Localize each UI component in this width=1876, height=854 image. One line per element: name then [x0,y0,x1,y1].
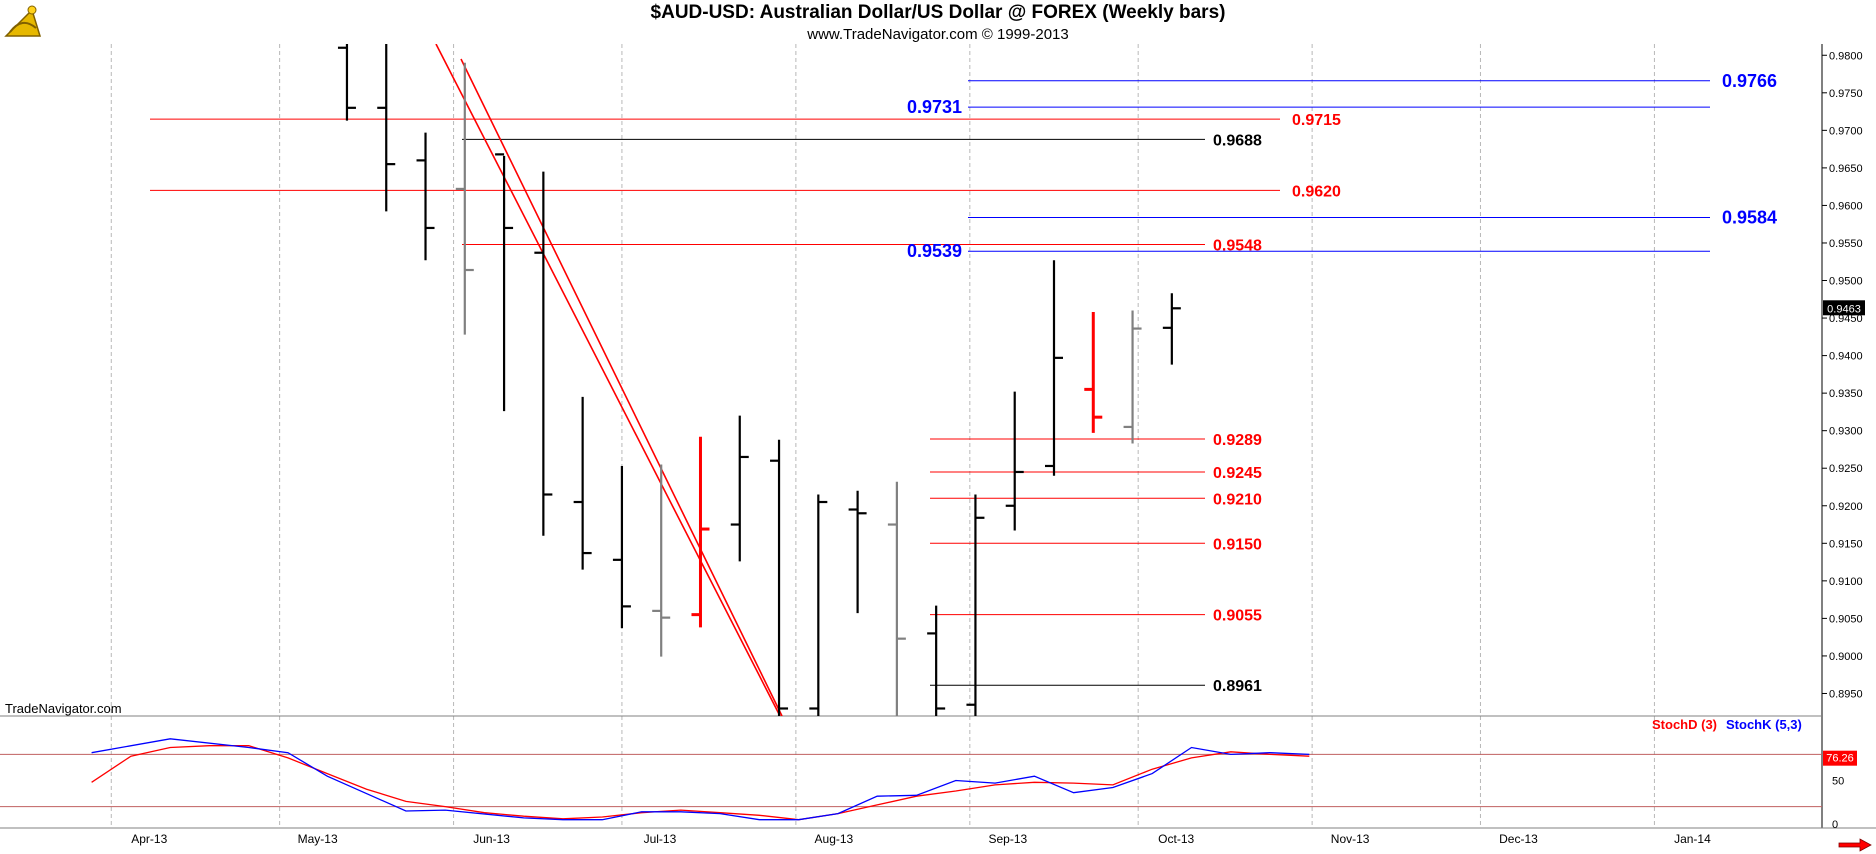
x-tick-label: May-13 [298,832,338,846]
x-tick-label: Apr-13 [131,832,167,846]
level-label: 0.9688 [1213,132,1262,149]
stoch-tick-label: 0 [1832,819,1838,831]
level-label: 0.9210 [1213,491,1262,508]
trendline [460,58,783,716]
last-price-badge [1823,300,1865,316]
level-label: 0.9150 [1213,536,1262,553]
stochastic-panel [0,738,1822,821]
y-tick-label: 0.9150 [1829,538,1863,550]
y-tick-label: 0.9450 [1829,313,1863,325]
stochd-line [91,745,1310,821]
stochd-legend: StochD (3) [1652,717,1717,732]
last-price-label: 0.9463 [1827,303,1861,315]
x-tick-label: Jun-13 [473,832,510,846]
x-tick-label: Dec-13 [1499,832,1538,846]
stochk-line [91,738,1310,821]
y-tick-label: 0.9200 [1829,501,1863,513]
level-label: 0.9584 [1722,207,1777,227]
y-tick-label: 0.9700 [1829,125,1863,137]
y-tick-label: 0.9100 [1829,576,1863,588]
level-label: 0.9539 [907,241,962,261]
stochk-legend: StochK (5,3) [1726,717,1802,732]
level-label: 0.9548 [1213,237,1262,254]
trendline [435,44,781,716]
level-label: 0.9289 [1213,432,1262,449]
chart-title: $AUD-USD: Australian Dollar/US Dollar @ … [650,2,1226,23]
y-tick-label: 0.9600 [1829,200,1863,212]
level-label: 0.8961 [1213,678,1262,695]
chart-subtitle: www.TradeNavigator.com © 1999-2013 [807,26,1069,43]
stoch-value-badge [1823,750,1857,766]
y-tick-label: 0.9550 [1829,238,1863,250]
y-tick-label: 0.9250 [1829,463,1863,475]
y-tick-label: 0.9050 [1829,613,1863,625]
price-panel [150,44,1710,716]
level-label: 0.9055 [1213,608,1262,625]
y-tick-label: 0.9400 [1829,351,1863,363]
x-tick-label: Sep-13 [988,832,1027,846]
x-tick-label: Aug-13 [815,832,854,846]
y-tick-label: 0.9800 [1829,50,1863,62]
level-label: 0.9245 [1213,465,1262,482]
level-label: 0.9715 [1292,112,1341,129]
level-label: 0.9766 [1722,71,1777,91]
y-tick-label: 0.8950 [1829,688,1863,700]
sextant-logo-icon [4,5,42,37]
level-label: 0.9620 [1292,183,1341,200]
scroll-right-arrow-icon[interactable] [1838,838,1872,852]
stoch-tick-label: 50 [1832,776,1844,788]
level-label: 0.9731 [907,97,962,117]
y-tick-label: 0.9300 [1829,426,1863,438]
watermark-text: TradeNavigator.com [5,701,122,716]
y-tick-label: 0.9500 [1829,276,1863,288]
x-tick-label: Nov-13 [1331,832,1370,846]
stoch-value-label: 76.26 [1826,753,1854,765]
y-tick-label: 0.9750 [1829,88,1863,100]
x-tick-label: Jan-14 [1674,832,1711,846]
y-tick-label: 0.9000 [1829,651,1863,663]
x-tick-label: Jul-13 [644,832,677,846]
y-tick-label: 0.9650 [1829,163,1863,175]
y-tick-label: 0.9350 [1829,388,1863,400]
x-tick-label: Oct-13 [1158,832,1194,846]
